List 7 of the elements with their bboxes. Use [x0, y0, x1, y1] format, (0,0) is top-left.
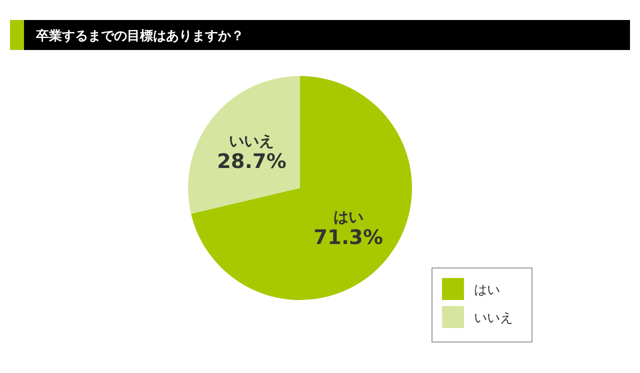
legend-label: いいえ — [474, 311, 513, 326]
chart-title: 卒業するまでの目標はありますか？ — [35, 28, 244, 44]
slice-label: はい — [333, 208, 364, 226]
data-label: 28.7% — [216, 148, 286, 173]
legend-label: はい — [474, 283, 500, 298]
slice-label: いいえ — [229, 132, 274, 150]
data-label: 71.3% — [314, 225, 384, 250]
